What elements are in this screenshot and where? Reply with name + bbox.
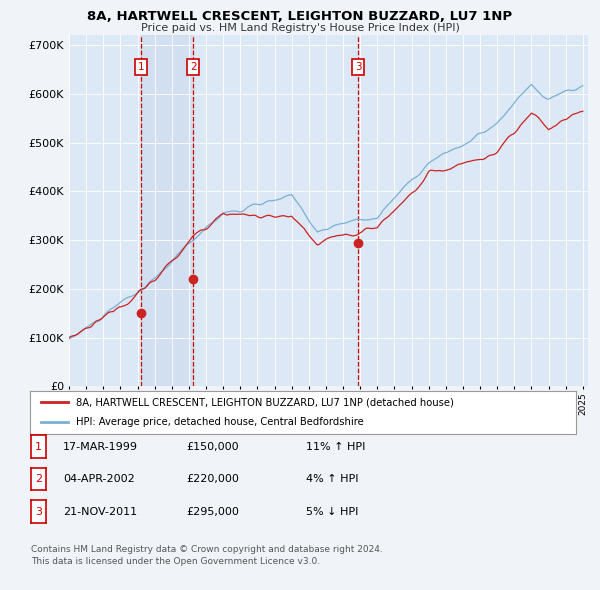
Text: 17-MAR-1999: 17-MAR-1999 [63,442,138,451]
Text: 1: 1 [138,62,145,72]
Text: 8A, HARTWELL CRESCENT, LEIGHTON BUZZARD, LU7 1NP: 8A, HARTWELL CRESCENT, LEIGHTON BUZZARD,… [88,10,512,23]
Text: This data is licensed under the Open Government Licence v3.0.: This data is licensed under the Open Gov… [31,557,320,566]
Text: 2: 2 [190,62,197,72]
Text: 1: 1 [35,442,42,451]
Text: 04-APR-2002: 04-APR-2002 [63,474,135,484]
Text: 4% ↑ HPI: 4% ↑ HPI [306,474,359,484]
Text: 3: 3 [35,507,42,516]
Text: HPI: Average price, detached house, Central Bedfordshire: HPI: Average price, detached house, Cent… [76,417,364,427]
Text: £295,000: £295,000 [186,507,239,516]
Text: Contains HM Land Registry data © Crown copyright and database right 2024.: Contains HM Land Registry data © Crown c… [31,545,383,555]
Text: £220,000: £220,000 [186,474,239,484]
Text: 2: 2 [35,474,42,484]
Text: 21-NOV-2011: 21-NOV-2011 [63,507,137,516]
Text: 5% ↓ HPI: 5% ↓ HPI [306,507,358,516]
Text: £150,000: £150,000 [186,442,239,451]
Bar [141,35,193,386]
Text: 8A, HARTWELL CRESCENT, LEIGHTON BUZZARD, LU7 1NP (detached house): 8A, HARTWELL CRESCENT, LEIGHTON BUZZARD,… [76,397,454,407]
Text: Price paid vs. HM Land Registry's House Price Index (HPI): Price paid vs. HM Land Registry's House … [140,24,460,33]
Text: 11% ↑ HPI: 11% ↑ HPI [306,442,365,451]
Text: 3: 3 [355,62,362,72]
